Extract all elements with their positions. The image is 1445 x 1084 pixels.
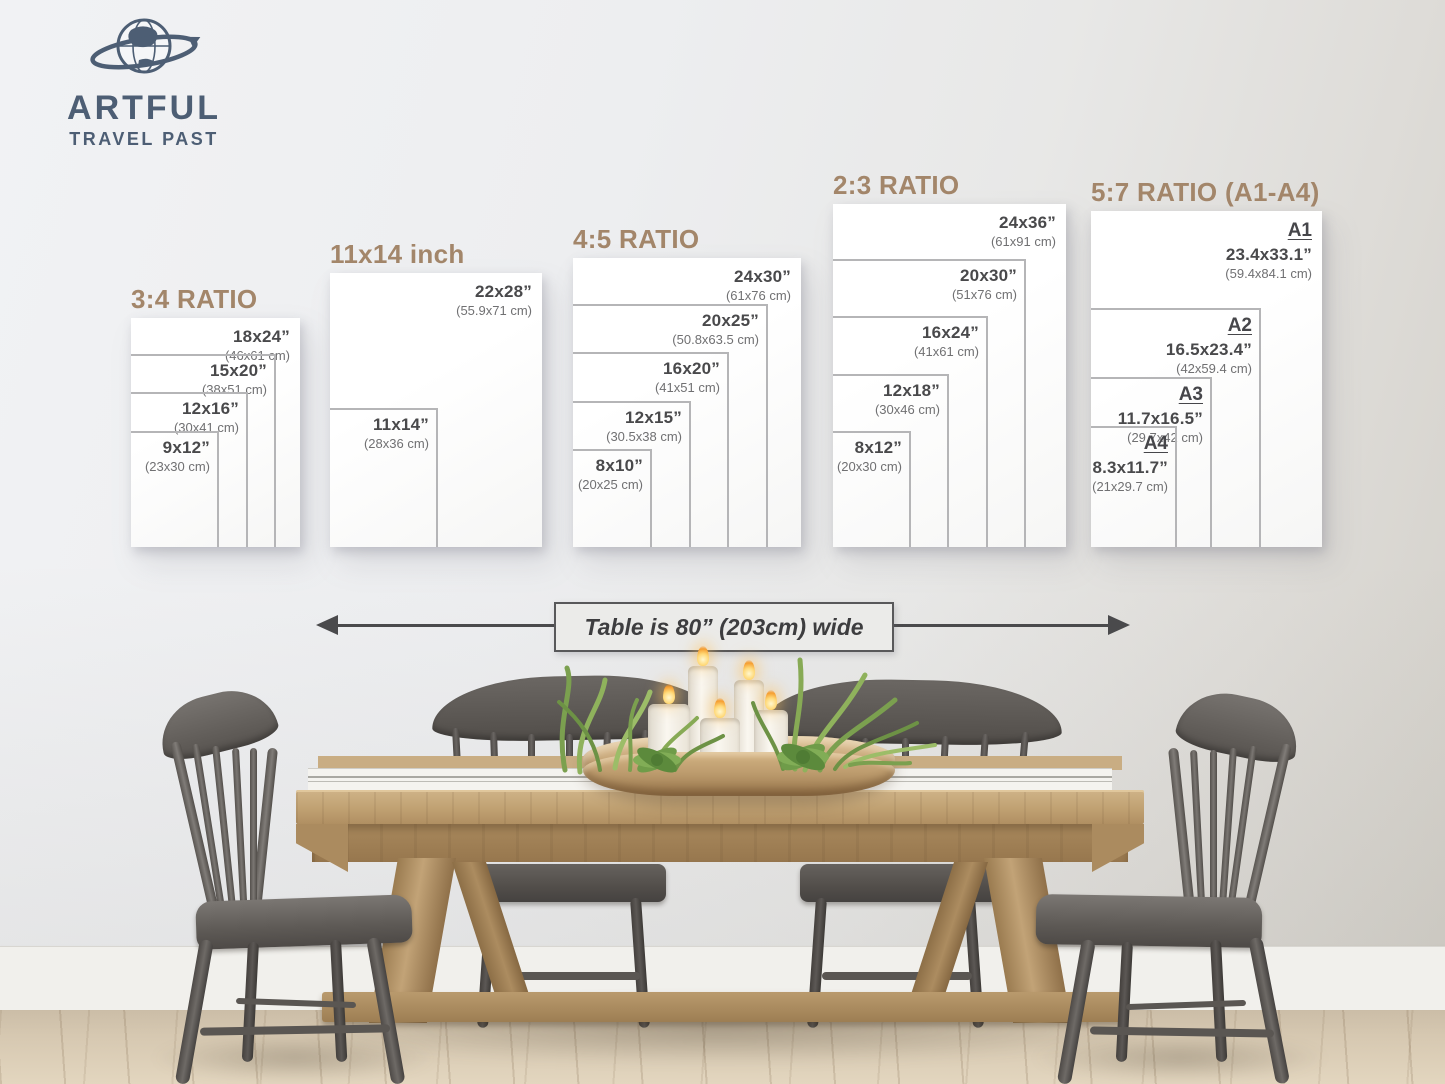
plant-left (557, 665, 725, 775)
poster: 24x30” (61x76 cm) 20x25” (50.8x63.5 cm) … (573, 258, 801, 547)
poster: 24x36” (61x91 cm) 20x30” (51x76 cm) 16x2… (833, 204, 1066, 547)
size-group-3-4: 3:4 RATIO 18x24” (46x61 cm) 15x20” (38x5… (131, 284, 300, 547)
size-rect: 8x10” (20x25 cm) (573, 449, 652, 547)
size-label: 22x28” (55.9x71 cm) (456, 282, 532, 319)
wood-floor (0, 1010, 1445, 1084)
size-label: 16x24” (41x61 cm) (913, 323, 979, 360)
size-label: 12x15” (30.5x38 cm) (606, 408, 682, 445)
size-rect: A3 11.7x16.5” (29.7x42 cm) (1091, 377, 1212, 547)
size-label: 20x30” (51x76 cm) (951, 266, 1017, 303)
size-group-4-5: 4:5 RATIO 24x30” (61x76 cm) 20x25” (50.8… (573, 224, 801, 547)
size-group-title: 11x14 inch (330, 239, 465, 269)
size-rect: 16x20” (41x51 cm) (573, 352, 729, 547)
size-label: A3 11.7x16.5” (29.7x42 cm) (1117, 384, 1203, 445)
size-label: 16x20” (41x51 cm) (654, 359, 720, 396)
arrow-left-head (316, 615, 338, 635)
size-rect: A2 16.5x23.4” (42x59.4 cm) (1091, 308, 1261, 547)
size-rect: 9x12” (23x30 cm) (131, 431, 219, 547)
size-rect: 11x14” (28x36 cm) (330, 408, 438, 547)
size-group-title: 2:3 RATIO (833, 170, 960, 200)
poster: A1 23.4x33.1” (59.4x84.1 cm) A2 16.5x23.… (1091, 211, 1322, 547)
size-rect: 15x20” (38x51 cm) (131, 354, 276, 547)
size-group-title: 5:7 RATIO (A1-A4) (1091, 177, 1320, 207)
brand-name: ARTFUL (67, 89, 221, 127)
size-rect: 16x24” (41x61 cm) (833, 316, 988, 547)
poster: 22x28” (55.9x71 cm) 11x14” (28x36 cm) (330, 273, 542, 547)
chair-spindle (250, 748, 257, 908)
chair-spindle (528, 734, 535, 774)
size-rect: 8x12” (20x30 cm) (833, 431, 911, 547)
size-group-title: 4:5 RATIO (573, 224, 700, 254)
size-label: 20x25” (50.8x63.5 cm) (672, 311, 759, 348)
size-rect: 12x15” (30.5x38 cm) (573, 401, 691, 547)
size-label: 24x36” (61x91 cm) (990, 213, 1056, 250)
brand-tagline: TRAVEL PAST (69, 128, 219, 149)
chair-spindle (1210, 750, 1217, 910)
table-apron (312, 824, 1128, 862)
candle-flame (714, 698, 726, 718)
chair-seat (1035, 894, 1263, 948)
size-label: A4 8.3x11.7” (21x29.7 cm) (1092, 433, 1168, 494)
globe-orbit-icon (90, 18, 201, 74)
size-group-title: 3:4 RATIO (131, 284, 258, 314)
candle-flame (765, 690, 777, 710)
chair-spindle (566, 734, 573, 774)
size-rect: 20x30” (51x76 cm) (833, 259, 1026, 547)
size-group-2-3: 2:3 RATIO 24x36” (61x91 cm) 20x30” (51x7… (833, 170, 1066, 547)
brand-logo: ARTFUL TRAVEL PAST (34, 10, 254, 150)
size-label: A1 23.4x33.1” (59.4x84.1 cm) (1225, 220, 1312, 281)
size-rect: 20x25” (50.8x63.5 cm) (573, 304, 768, 547)
arrow-right-head (1108, 615, 1130, 635)
poster: 18x24” (46x61 cm) 15x20” (38x51 cm) 12x1… (131, 318, 300, 547)
candle-flame (743, 660, 755, 680)
table-width-label: Table is 80” (203cm) wide (554, 602, 894, 652)
size-group-5-7: 5:7 RATIO (A1-A4) A1 23.4x33.1” (59.4x84… (1091, 177, 1322, 547)
size-label: A2 16.5x23.4” (42x59.4 cm) (1165, 315, 1252, 376)
size-rect: 12x18” (30x46 cm) (833, 374, 949, 547)
size-label: 12x18” (30x46 cm) (874, 381, 940, 418)
size-group-11x14: 11x14 inch 22x28” (55.9x71 cm) 11x14” (2… (330, 239, 542, 547)
candle-flame (663, 684, 675, 704)
candle-flame (697, 646, 709, 666)
size-label: 24x30” (61x76 cm) (725, 267, 791, 304)
size-label: 9x12” (23x30 cm) (144, 438, 210, 475)
plant-right (751, 657, 937, 773)
size-rect: 12x16” (30x41 cm) (131, 392, 248, 547)
chair-seat (470, 864, 666, 902)
size-label: 8x10” (20x25 cm) (577, 456, 643, 493)
size-label: 11x14” (28x36 cm) (363, 415, 429, 452)
size-rect: A4 8.3x11.7” (21x29.7 cm) (1091, 426, 1177, 547)
chair-stretcher (822, 972, 972, 980)
chair-stretcher (490, 972, 640, 980)
size-label: 8x12” (20x30 cm) (836, 438, 902, 475)
table-stretcher-beam (322, 992, 1122, 1022)
